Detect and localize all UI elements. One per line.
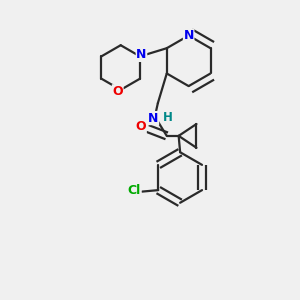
Text: N: N: [184, 29, 194, 42]
Text: N: N: [136, 48, 147, 62]
Text: O: O: [112, 85, 123, 98]
Text: O: O: [136, 121, 146, 134]
Text: Cl: Cl: [128, 184, 141, 197]
Text: H: H: [162, 111, 172, 124]
Text: N: N: [148, 112, 159, 124]
